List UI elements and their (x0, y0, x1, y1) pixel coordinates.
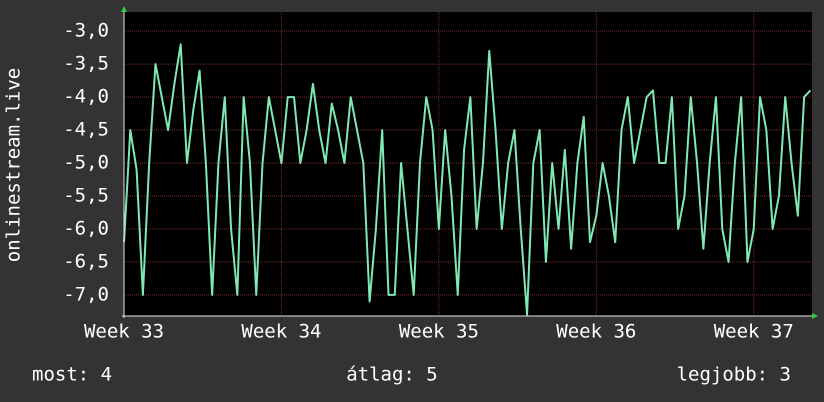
footer-best: legjobb: 3 (677, 364, 791, 386)
data-line (123, 43, 812, 316)
x-tick-label: Week 36 (556, 321, 636, 343)
y-tick-label: -7,0 (63, 283, 109, 305)
x-tick-label: Week 34 (241, 321, 321, 343)
marks (123, 43, 812, 316)
y-tick-label: -3,5 (63, 53, 109, 75)
y-axis-arrow (121, 6, 127, 12)
x-tick-label: Week 33 (84, 321, 164, 343)
footer-now: most: 4 (32, 364, 112, 386)
y-tick-label: -5,5 (63, 184, 109, 206)
y-axis-label: onlinestream.live (3, 68, 25, 262)
y-tick-label: -4,0 (63, 86, 109, 108)
y-tick-label: -6,5 (63, 250, 109, 272)
y-tick-label: -3,0 (63, 20, 109, 42)
y-tick-label: -5,0 (63, 152, 109, 174)
x-tick-label: Week 35 (399, 321, 479, 343)
y-tick-label: -6,0 (63, 217, 109, 239)
y-tick-label: -4,5 (63, 119, 109, 141)
x-tick-label: Week 37 (714, 321, 794, 343)
footer-average: átlag: 5 (346, 364, 438, 386)
x-axis-arrow (812, 313, 818, 319)
